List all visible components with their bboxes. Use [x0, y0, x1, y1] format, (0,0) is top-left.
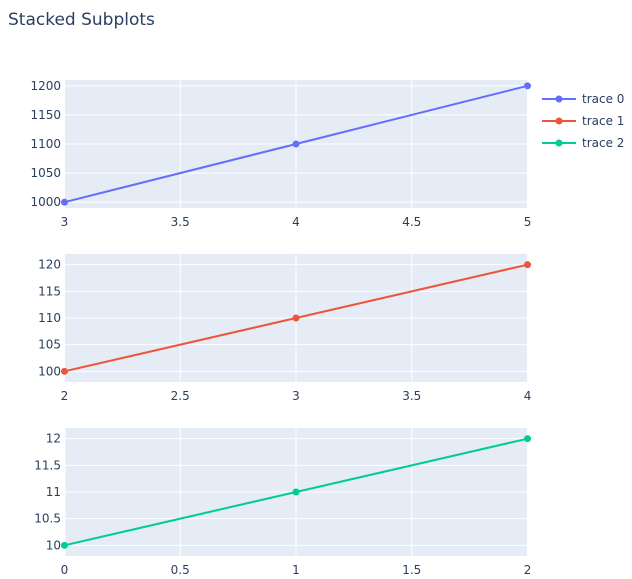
x-tick-label: 4.5 [402, 215, 421, 229]
y-tick-label: 1050 [30, 166, 61, 180]
subplot-1[interactable]: 1000 1050 1100 1150 1200 3 3.5 4 4.5 5 [30, 79, 531, 229]
data-point[interactable] [292, 488, 300, 496]
chart-title: Stacked Subplots [8, 10, 155, 30]
x-tick-label: 0 [61, 563, 69, 577]
y-tick-label: 1100 [30, 137, 61, 151]
data-point[interactable] [292, 314, 300, 322]
x-tick-label: 3 [61, 215, 69, 229]
y-tick-label: 120 [38, 258, 61, 272]
x-tick-label: 3.5 [402, 389, 421, 403]
x-tick-label: 2 [61, 389, 69, 403]
legend-marker-swatch [555, 95, 563, 103]
y-tick-label: 1150 [30, 108, 61, 122]
data-point[interactable] [292, 140, 300, 148]
legend[interactable]: trace 0 trace 1 trace 2 [542, 92, 624, 150]
data-point[interactable] [524, 435, 532, 443]
y-tick-label: 10 [46, 538, 61, 552]
data-point[interactable] [60, 367, 68, 375]
x-tick-label: 1.5 [402, 563, 421, 577]
legend-item-trace-0[interactable]: trace 0 [542, 92, 624, 106]
legend-marker-swatch [555, 117, 563, 125]
x-tick-label: 3 [292, 389, 300, 403]
y-tick-label: 1200 [30, 79, 61, 93]
legend-label: trace 0 [582, 92, 624, 106]
legend-item-trace-1[interactable]: trace 1 [542, 114, 624, 128]
data-point[interactable] [60, 198, 68, 206]
x-tick-label: 1 [292, 563, 300, 577]
x-tick-label: 3.5 [171, 215, 190, 229]
x-tick-label: 0.5 [171, 563, 190, 577]
x-tick-label: 2.5 [171, 389, 190, 403]
y-tick-label: 105 [38, 338, 61, 352]
y-tick-label: 12 [46, 432, 61, 446]
legend-label: trace 1 [582, 114, 624, 128]
legend-label: trace 2 [582, 136, 624, 150]
y-tick-label: 1000 [30, 195, 61, 209]
legend-item-trace-2[interactable]: trace 2 [542, 136, 624, 150]
y-tick-label: 10.5 [34, 512, 61, 526]
x-tick-label: 2 [524, 563, 532, 577]
data-point[interactable] [60, 541, 68, 549]
y-tick-label: 11.5 [34, 458, 61, 472]
x-tick-label: 5 [524, 215, 532, 229]
legend-marker-swatch [555, 139, 563, 147]
data-point[interactable] [524, 261, 532, 269]
subplot-2[interactable]: 100 105 110 115 120 2 2.5 3 3.5 4 [38, 254, 531, 403]
y-tick-label: 110 [38, 311, 61, 325]
x-tick-label: 4 [292, 215, 300, 229]
y-tick-label: 115 [38, 284, 61, 298]
x-tick-label: 4 [524, 389, 532, 403]
y-tick-label: 100 [38, 364, 61, 378]
data-point[interactable] [524, 82, 532, 90]
y-tick-label: 11 [46, 485, 61, 499]
